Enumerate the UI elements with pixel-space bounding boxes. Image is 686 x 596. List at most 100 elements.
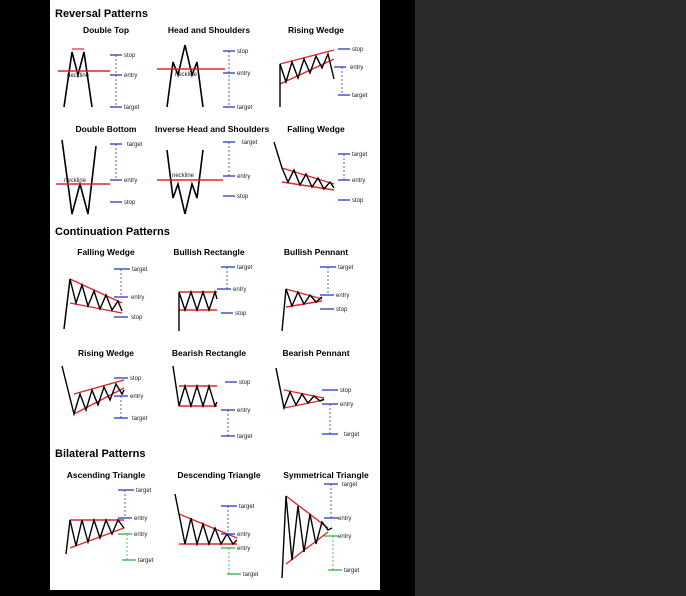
label-entry: entry bbox=[350, 65, 363, 71]
pattern-title: Bearish Rectangle bbox=[171, 348, 247, 358]
label-target: target bbox=[237, 105, 253, 111]
pattern-title: Rising Wedge bbox=[287, 25, 345, 35]
bearish-pennant-diagram: stop entry target bbox=[275, 367, 360, 438]
label-target: target bbox=[127, 142, 143, 148]
right-black-bar bbox=[380, 0, 415, 596]
label-stop: stop bbox=[352, 198, 364, 204]
label-target: target bbox=[136, 488, 152, 494]
label-neckline: neckline bbox=[64, 178, 87, 184]
label-target: target bbox=[352, 152, 368, 158]
double-bottom-diagram: target neckline entry stop bbox=[56, 139, 143, 215]
head-and-shoulders-diagram: stop neckline entry target bbox=[157, 44, 253, 111]
label-target: target bbox=[338, 265, 354, 271]
symmetrical-triangle-diagram: target entry entry target bbox=[281, 482, 360, 579]
label-target: target bbox=[124, 105, 140, 111]
descending-triangle-diagram: target entry entry target bbox=[174, 493, 259, 578]
pattern-head-and-shoulders: Head and Shoulders stop neckline entry t… bbox=[155, 25, 263, 125]
bearish-rectangle-diagram: stop entry target bbox=[172, 365, 253, 440]
label-target: target bbox=[237, 434, 253, 440]
label-entry: entry bbox=[237, 174, 250, 180]
section-title-reversal: Reversal Patterns bbox=[55, 8, 148, 20]
label-entry-lower: entry bbox=[338, 534, 351, 540]
pattern-title: Bearish Pennant bbox=[282, 348, 350, 358]
label-entry: entry bbox=[233, 287, 246, 293]
label-entry: entry bbox=[124, 178, 137, 184]
pattern-title: Rising Wedge bbox=[77, 348, 135, 358]
label-stop: stop bbox=[124, 200, 136, 206]
label-entry: entry bbox=[131, 295, 144, 301]
falling-wedge-continuation-diagram: target entry stop bbox=[63, 267, 148, 330]
section-title-bilateral: Bilateral Patterns bbox=[55, 448, 146, 460]
pattern-ascending-triangle: Ascending Triangle target entry entry ta… bbox=[52, 470, 160, 570]
label-entry-lower: entry bbox=[237, 546, 250, 552]
label-entry-lower: entry bbox=[134, 532, 147, 538]
label-entry: entry bbox=[237, 532, 250, 538]
label-neckline: neckline bbox=[67, 73, 90, 79]
inverse-head-and-shoulders-diagram: target neckline entry stop bbox=[157, 140, 258, 215]
bottom-black-strip bbox=[50, 590, 380, 596]
pattern-inverse-head-and-shoulders: Inverse Head and Shoulders target neckli… bbox=[155, 124, 270, 224]
pattern-symmetrical-triangle: Symmetrical Triangle target entry entry … bbox=[272, 470, 380, 579]
label-entry: entry bbox=[336, 293, 349, 299]
pattern-title: Double Top bbox=[82, 25, 130, 35]
label-target: target bbox=[132, 267, 148, 273]
label-stop: stop bbox=[235, 311, 247, 317]
label-target: target bbox=[342, 482, 358, 488]
label-neckline: neckline bbox=[175, 72, 198, 78]
pattern-bullish-rectangle: Bullish Rectangle target entry stop bbox=[155, 247, 263, 347]
ascending-triangle-diagram: target entry entry target bbox=[65, 488, 154, 564]
pattern-title: Bullish Rectangle bbox=[173, 247, 245, 257]
pattern-title: Bullish Pennant bbox=[283, 247, 349, 257]
rising-wedge-diagram: stop entry target bbox=[279, 47, 368, 107]
label-entry: entry bbox=[340, 402, 353, 408]
pattern-title: Double Bottom bbox=[75, 124, 137, 134]
pattern-double-bottom: Double Bottom target neckline entry stop bbox=[52, 124, 160, 224]
label-target: target bbox=[237, 265, 253, 271]
label-stop: stop bbox=[131, 315, 143, 321]
label-stop: stop bbox=[237, 194, 249, 200]
pattern-falling-wedge-continuation: Falling Wedge target entry stop bbox=[52, 247, 160, 347]
pattern-title: Falling Wedge bbox=[77, 247, 135, 257]
pattern-title: Descending Triangle bbox=[177, 470, 261, 480]
label-entry: entry bbox=[237, 408, 250, 414]
pattern-title: Falling Wedge bbox=[287, 124, 345, 134]
rising-wedge-continuation-diagram: stop entry target bbox=[61, 365, 148, 422]
pattern-title: Ascending Triangle bbox=[66, 470, 146, 480]
left-black-bar bbox=[0, 0, 50, 596]
label-target: target bbox=[242, 140, 258, 146]
pattern-title: Head and Shoulders bbox=[167, 25, 251, 35]
label-target-lower: target bbox=[243, 572, 259, 578]
pattern-descending-triangle: Descending Triangle target entry entry t… bbox=[165, 470, 273, 578]
label-target: target bbox=[344, 432, 360, 438]
label-stop: stop bbox=[239, 380, 251, 386]
bullish-rectangle-diagram: target entry stop bbox=[178, 265, 253, 331]
label-entry: entry bbox=[134, 516, 147, 522]
double-top-diagram: stop neckline entry target bbox=[58, 48, 140, 111]
label-stop: stop bbox=[340, 388, 352, 394]
label-entry: entry bbox=[237, 71, 250, 77]
chart-patterns-panel: Reversal Patterns Double Top stop neckli… bbox=[50, 0, 380, 590]
label-target-lower: target bbox=[344, 568, 360, 574]
pattern-title: Symmetrical Triangle bbox=[283, 470, 369, 480]
pattern-falling-wedge-reversal: Falling Wedge target entry stop bbox=[262, 124, 370, 224]
pattern-rising-wedge: Rising Wedge stop entry target bbox=[262, 25, 370, 125]
label-target: target bbox=[132, 416, 148, 422]
pattern-bullish-pennant: Bullish Pennant target entry stop bbox=[262, 247, 370, 347]
pattern-title: Inverse Head and Shoulders bbox=[155, 124, 270, 134]
pattern-double-top: Double Top stop neckline entry target bbox=[52, 25, 160, 125]
label-entry: entry bbox=[352, 178, 365, 184]
pattern-bearish-pennant: Bearish Pennant stop entry target bbox=[262, 348, 370, 448]
pattern-rising-wedge-continuation: Rising Wedge stop entry target bbox=[52, 348, 160, 448]
label-stop: stop bbox=[124, 53, 136, 59]
label-entry: entry bbox=[338, 516, 351, 522]
section-title-continuation: Continuation Patterns bbox=[55, 226, 170, 238]
falling-wedge-reversal-diagram: target entry stop bbox=[273, 141, 368, 204]
label-entry: entry bbox=[124, 73, 137, 79]
label-target: target bbox=[352, 93, 368, 99]
label-entry: entry bbox=[130, 394, 143, 400]
label-stop: stop bbox=[352, 47, 364, 53]
label-neckline: neckline bbox=[172, 173, 195, 179]
label-stop: stop bbox=[336, 307, 348, 313]
bullish-pennant-diagram: target entry stop bbox=[281, 265, 354, 332]
pattern-bearish-rectangle: Bearish Rectangle stop entry target bbox=[155, 348, 263, 448]
